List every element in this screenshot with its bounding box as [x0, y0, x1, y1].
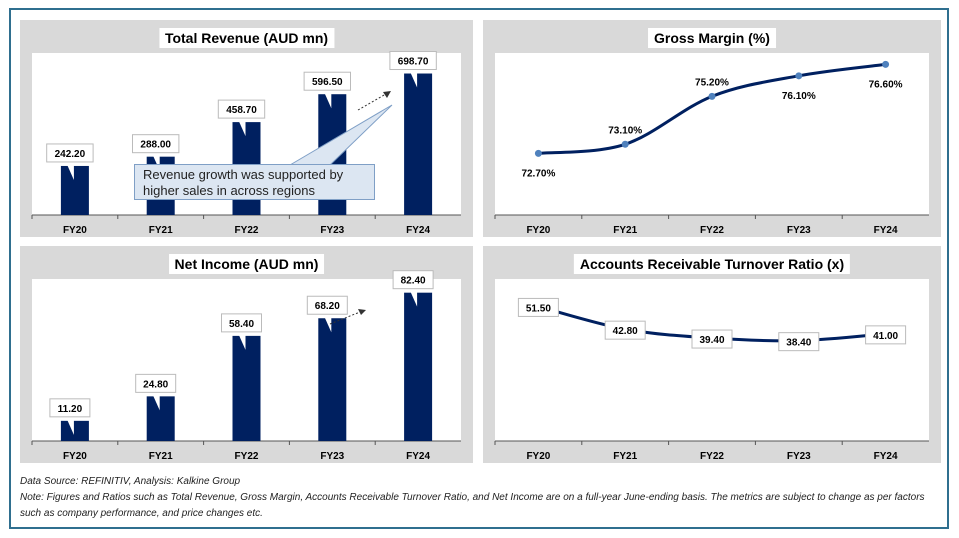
x-tick-label: FY24	[874, 451, 898, 462]
bar	[404, 73, 433, 215]
data-label-box	[865, 325, 907, 345]
x-tick-label: FY24	[406, 225, 430, 236]
label-pointer	[65, 161, 74, 180]
x-tick-label: FY23	[787, 225, 811, 236]
data-label: 41.00	[873, 331, 898, 342]
data-label-box	[691, 329, 733, 349]
label-pointer	[65, 416, 74, 435]
x-tick-label: FY22	[700, 225, 724, 236]
x-tick-label: FY21	[149, 451, 173, 462]
data-label: 596.50	[312, 77, 343, 88]
data-label-box	[46, 143, 94, 163]
data-label: 58.40	[229, 319, 254, 330]
x-tick-label: FY22	[235, 225, 259, 236]
chart-svg: FY20 FY21 FY22 FY23 FY24 51.50 42.80 39.40 38.40…	[494, 279, 929, 462]
data-label: 51.50	[526, 303, 551, 314]
plot-area	[495, 279, 929, 441]
label-pointer	[237, 118, 246, 137]
bar	[146, 396, 175, 441]
data-source: Data Source: REFINITIV, Analysis: Kalkin…	[20, 476, 241, 487]
bar	[404, 292, 433, 441]
x-tick-label: FY21	[613, 451, 637, 462]
x-tick-label: FY22	[235, 451, 259, 462]
chart-title: Gross Margin (%)	[648, 28, 776, 48]
x-tick-label: FY24	[406, 451, 430, 462]
arrow-head-icon	[358, 309, 366, 315]
data-label-box	[604, 320, 646, 340]
chart-svg: FY20 FY21 FY22 FY23 FY24 11.20 24.80 58.40 68.20…	[31, 270, 461, 462]
x-tick-label: FY20	[63, 451, 87, 462]
data-label: 24.80	[143, 379, 168, 390]
data-label: 75.20%	[695, 77, 729, 88]
data-point	[708, 92, 716, 100]
data-label: 39.40	[699, 335, 724, 346]
x-tick-label: FY23	[320, 225, 344, 236]
chart-title: Total Revenue (AUD mn)	[158, 28, 335, 48]
callout-pointer	[288, 104, 393, 166]
data-label-box	[389, 51, 437, 71]
data-point	[621, 140, 629, 148]
x-tick-label: FY24	[874, 225, 898, 236]
bar	[318, 318, 347, 441]
arrow-head-icon	[383, 91, 391, 98]
label-pointer	[409, 69, 418, 88]
data-label-box	[135, 373, 177, 393]
x-tick-label: FY21	[149, 225, 173, 236]
x-tick-label: FY23	[320, 451, 344, 462]
bar	[232, 335, 261, 441]
net-income-chart: FY20 FY21 FY22 FY23 FY24 11.20 24.80 58.40 68.20…	[20, 246, 473, 463]
chart-title: Accounts Receivable Turnover Ratio (x)	[573, 254, 851, 274]
data-label: 458.70	[226, 105, 257, 116]
data-label-box	[392, 270, 434, 290]
plot-area	[495, 53, 929, 215]
trend-arrow	[329, 311, 361, 325]
revenue-callout: Revenue growth was supported by higher s…	[134, 164, 375, 200]
bar	[60, 165, 89, 215]
data-label-box	[221, 313, 262, 333]
x-tick-label: FY20	[526, 225, 550, 236]
label-pointer	[323, 90, 332, 109]
data-label: 38.40	[786, 338, 811, 349]
chart-title: Net Income (AUD mn)	[168, 254, 325, 274]
footnote: Note: Figures and Ratios such as Total R…	[20, 492, 925, 519]
data-label: 76.60%	[869, 79, 903, 90]
data-label: 82.40	[401, 276, 426, 287]
data-label: 288.00	[140, 140, 171, 151]
data-label: 42.80	[613, 326, 638, 337]
bar	[60, 420, 89, 441]
data-label: 242.20	[55, 149, 86, 160]
data-label-box	[49, 398, 91, 418]
data-label: 11.20	[58, 404, 83, 415]
data-label: 72.70%	[521, 168, 555, 179]
data-label-box	[517, 297, 559, 317]
label-pointer	[323, 314, 332, 333]
label-pointer	[237, 331, 246, 350]
trend-arrow	[357, 93, 387, 111]
data-label: 73.10%	[608, 125, 642, 136]
data-label-box	[303, 71, 352, 91]
data-label-box	[132, 134, 180, 154]
data-point	[795, 72, 803, 80]
chart-svg: FY20 FY21 FY22 FY23 FY24 72.70% 73.10% 75.20% 76…	[494, 53, 929, 236]
x-tick-label: FY20	[63, 225, 87, 236]
data-label-box	[306, 295, 348, 315]
label-pointer	[151, 392, 160, 411]
data-label: 698.70	[398, 57, 429, 68]
data-label-box	[778, 332, 820, 352]
x-tick-label: FY21	[613, 225, 637, 236]
data-point	[882, 60, 890, 68]
x-tick-label: FY23	[787, 451, 811, 462]
ar-turnover-chart: FY20 FY21 FY22 FY23 FY24 51.50 42.80 39.40 38.40…	[483, 246, 941, 463]
data-label: 76.10%	[782, 91, 816, 102]
x-tick-label: FY20	[526, 451, 550, 462]
data-point	[534, 149, 542, 157]
data-label-box	[217, 99, 266, 119]
x-tick-label: FY22	[700, 451, 724, 462]
label-pointer	[409, 288, 418, 307]
gross-margin-chart: FY20 FY21 FY22 FY23 FY24 72.70% 73.10% 75.20% 76…	[483, 20, 941, 237]
report-frame	[9, 8, 949, 529]
data-label: 68.20	[315, 301, 340, 312]
